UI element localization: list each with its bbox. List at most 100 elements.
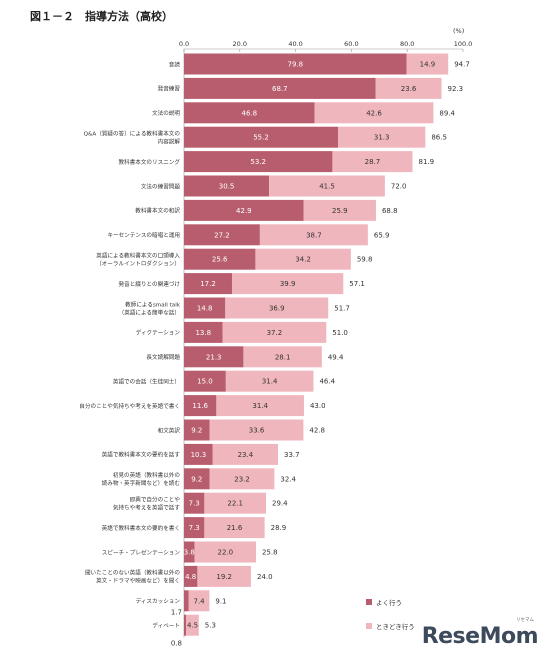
data-label-sometimes: 22.0 — [217, 549, 233, 557]
data-label-often: 9.2 — [191, 475, 202, 483]
bar-often — [184, 395, 217, 417]
category-label: ディベート — [152, 622, 180, 630]
data-label-total: 65.9 — [374, 231, 390, 239]
bar-sometimes — [212, 443, 279, 465]
data-label-often: 1.7 — [171, 608, 182, 616]
category-label: 和文英訳 — [158, 426, 181, 434]
data-label-total: 24.0 — [257, 573, 273, 581]
category-label: 英語で教科書本文の要約を書く — [102, 524, 180, 532]
data-label-total: 32.4 — [280, 475, 296, 483]
category-label: ディスカッション — [136, 597, 181, 605]
bar-sometimes — [259, 224, 368, 246]
category-label: 英語で教科書本文の要約を話す — [102, 451, 181, 459]
data-label-total: 9.1 — [215, 597, 226, 605]
data-label-often: 0.8 — [171, 640, 182, 648]
bar-often — [184, 77, 376, 99]
data-label-total: 46.4 — [319, 378, 335, 386]
x-tick-label: 100.0 — [454, 40, 473, 48]
bar-often — [184, 517, 205, 539]
bar-often — [184, 565, 198, 587]
bar-sometimes — [243, 346, 322, 368]
data-label-sometimes: 28.7 — [365, 158, 381, 166]
data-label-total: 5.3 — [205, 622, 216, 630]
data-label-total: 72.0 — [391, 183, 407, 191]
data-label-total: 89.4 — [439, 109, 455, 117]
data-label-often: 13.8 — [195, 329, 211, 337]
bar-often — [184, 53, 407, 75]
category-label: （オーラルイントロダクション） — [96, 260, 180, 268]
data-label-sometimes: 39.9 — [280, 280, 296, 288]
figure-title: 図１－２ 指導方法（高校） — [30, 10, 173, 23]
bar-sometimes — [231, 273, 344, 295]
bar-often — [184, 492, 205, 514]
data-label-often: 4.8 — [185, 573, 196, 581]
bar-sometimes — [186, 614, 199, 636]
data-label-total: 68.8 — [382, 207, 398, 215]
category-label: 即興で自分のことや — [130, 496, 181, 504]
data-label-total: 51.0 — [332, 329, 348, 337]
bar-sometimes — [303, 199, 376, 221]
bar-sometimes — [314, 102, 434, 124]
category-label: 発音と綴りとの関連づけ — [119, 280, 181, 288]
legend-swatch-often — [366, 599, 372, 605]
data-label-sometimes: 22.1 — [227, 500, 243, 508]
data-label-often: 27.2 — [214, 231, 230, 239]
bar-sometimes — [332, 151, 413, 173]
data-label-total: 42.8 — [309, 427, 325, 435]
x-tick-label: 20.0 — [233, 40, 247, 48]
data-label-total: 51.7 — [334, 305, 350, 313]
bar-often — [184, 248, 256, 270]
legend-swatch-sometimes — [366, 623, 372, 629]
bar-sometimes — [338, 126, 426, 148]
bar-sometimes — [255, 248, 351, 270]
bar-sometimes — [188, 590, 210, 612]
data-label-sometimes: 28.1 — [275, 353, 291, 361]
bar-sometimes — [197, 565, 251, 587]
legend-item-sometimes: ときどき行う — [366, 621, 415, 631]
data-label-often: 9.2 — [191, 427, 202, 435]
data-label-often: 46.8 — [241, 109, 257, 117]
data-label-often: 68.7 — [272, 85, 288, 93]
data-label-sometimes: 23.2 — [234, 475, 250, 483]
x-tick-label: 0.0 — [179, 40, 189, 48]
data-label-sometimes: 4.5 — [187, 622, 198, 630]
data-label-total: 29.4 — [272, 500, 288, 508]
data-label-sometimes: 31.4 — [252, 402, 268, 410]
data-label-sometimes: 36.9 — [269, 305, 285, 313]
data-label-sometimes: 37.2 — [267, 329, 283, 337]
bar-often — [184, 126, 339, 148]
legend: よく行う ときどき行う — [366, 597, 415, 645]
data-label-sometimes: 33.6 — [249, 427, 265, 435]
data-label-often: 15.0 — [197, 378, 213, 386]
bar-often — [184, 273, 232, 295]
data-label-sometimes: 31.4 — [262, 378, 278, 386]
category-label: キーセンテンスの暗唱と運用 — [107, 231, 180, 239]
category-label: 読み物・英字新聞など）を読む — [102, 479, 181, 487]
data-label-often: 7.3 — [189, 500, 200, 508]
category-label: 教師によるsmall talk — [125, 300, 181, 308]
watermark-subtext: リセマム — [516, 618, 534, 623]
bar-often — [184, 102, 315, 124]
data-label-sometimes: 21.6 — [227, 524, 243, 532]
data-label-sometimes: 34.2 — [295, 256, 311, 264]
bar-sometimes — [209, 419, 304, 441]
bar-sometimes — [194, 541, 256, 563]
bar-sometimes — [222, 321, 327, 343]
data-label-often: 17.2 — [200, 280, 216, 288]
bar-often — [184, 443, 213, 465]
category-label: 発音練習 — [158, 85, 180, 93]
data-label-often: 14.8 — [197, 305, 213, 313]
bar-often — [184, 321, 223, 343]
bar-often — [184, 297, 226, 319]
data-label-total: 92.3 — [448, 85, 464, 93]
data-label-total: 81.9 — [419, 158, 435, 166]
data-label-total: 43.0 — [310, 402, 326, 410]
data-label-sometimes: 31.3 — [374, 134, 390, 142]
category-label: 内容説解 — [158, 138, 181, 146]
category-label: 英語による教科書本文の口頭導入 — [96, 252, 180, 260]
data-label-often: 11.6 — [192, 402, 208, 410]
bar-sometimes — [406, 53, 449, 75]
category-label: 教科書本文の和訳 — [135, 207, 180, 215]
category-label: ディクテーション — [136, 329, 181, 337]
bar-often — [184, 151, 333, 173]
